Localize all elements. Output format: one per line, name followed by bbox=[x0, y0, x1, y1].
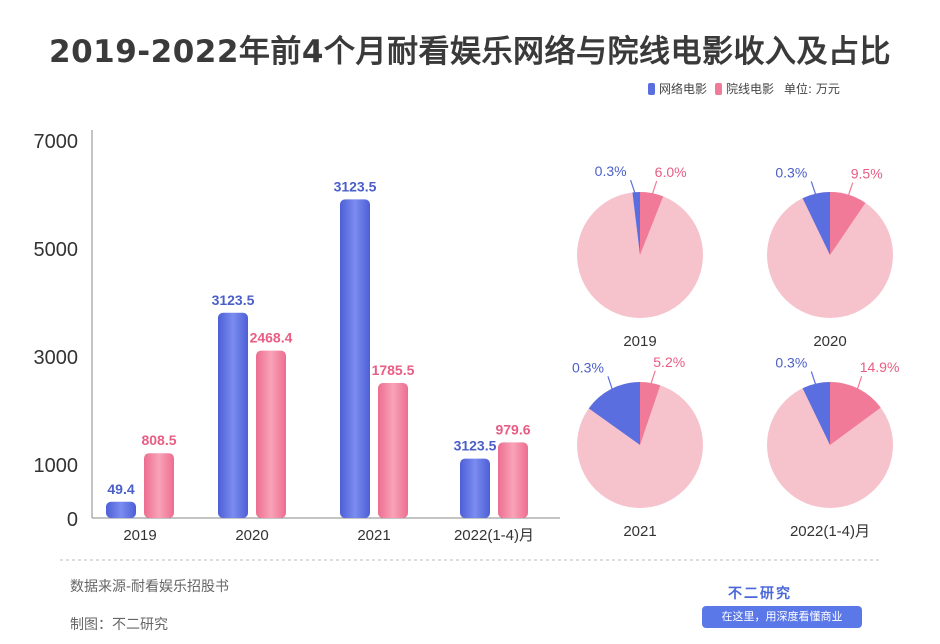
x-tick-label: 2020 bbox=[235, 527, 268, 544]
bar-label-theater: 1785.5 bbox=[372, 362, 415, 378]
pie-label-theater: 9.5% bbox=[851, 166, 883, 182]
pie-year-label: 2020 bbox=[813, 333, 846, 350]
chart-title: 2019-2022年前4个月耐看娱乐网络与院线电影收入及占比 bbox=[49, 34, 891, 70]
pie-label-network: 0.3% bbox=[775, 354, 807, 370]
bar-label-network: 49.4 bbox=[107, 481, 134, 497]
pie-slice-network bbox=[802, 192, 830, 255]
bar-theater bbox=[256, 350, 286, 518]
pie-slice-network bbox=[802, 382, 830, 445]
pie-slice-network bbox=[588, 382, 640, 445]
leader-line-network bbox=[607, 376, 615, 395]
pie-label-network: 0.3% bbox=[572, 359, 604, 375]
bar-label-theater: 979.6 bbox=[495, 421, 530, 437]
pie-label-network: 0.3% bbox=[595, 163, 627, 179]
leader-line-theater bbox=[648, 370, 656, 389]
bar-network bbox=[340, 199, 370, 518]
bar-network bbox=[106, 501, 136, 518]
pie-slice-theater bbox=[640, 382, 661, 445]
y-tick-label: 5000 bbox=[34, 239, 79, 261]
leader-line-theater bbox=[855, 375, 863, 395]
legend-swatch-theater bbox=[715, 82, 723, 95]
brand-logo-text: 不二研究 bbox=[728, 586, 792, 602]
unit-label: 单位: 万元 bbox=[784, 82, 840, 96]
bar-theater bbox=[498, 442, 528, 518]
x-tick-label: 2021 bbox=[357, 527, 390, 544]
legend-label-network: 网络电影 bbox=[659, 82, 708, 96]
pie-slice-theater bbox=[830, 382, 881, 445]
legend: 网络电影 院线电影 单位: 万元 bbox=[640, 80, 840, 97]
leader-line-network bbox=[810, 371, 818, 390]
y-tick-label: 7000 bbox=[34, 131, 79, 153]
y-tick-label: 0 bbox=[67, 509, 78, 531]
leader-line-network bbox=[630, 179, 638, 199]
bar-label-network: 3123.5 bbox=[212, 292, 255, 308]
x-tick-label: 2022(1-4)月 bbox=[454, 527, 534, 544]
pie-label-theater: 5.2% bbox=[653, 354, 685, 370]
bar-theater bbox=[144, 453, 174, 518]
bar-label-network: 3123.5 bbox=[454, 438, 497, 454]
brand-slogan: 在这里，用深度看懂商业 bbox=[702, 606, 862, 628]
y-tick-label: 1000 bbox=[34, 455, 79, 477]
pie-year-label: 2022(1-4)月 bbox=[790, 523, 870, 540]
leader-line-network bbox=[810, 181, 818, 200]
bar-label-theater: 2468.4 bbox=[250, 330, 293, 346]
pie-year-label: 2021 bbox=[623, 523, 656, 540]
pie-label-theater: 14.9% bbox=[860, 359, 900, 375]
y-tick-label: 3000 bbox=[34, 347, 79, 369]
pie-label-theater: 6.0% bbox=[655, 164, 687, 180]
source-text: 数据来源-耐看娱乐招股书 bbox=[70, 579, 230, 595]
bar-label-theater: 808.5 bbox=[141, 432, 176, 448]
bar-network bbox=[218, 312, 248, 518]
pie-slice-network bbox=[632, 192, 640, 255]
leader-line-theater bbox=[846, 182, 854, 201]
x-tick-label: 2019 bbox=[123, 527, 156, 544]
pie-slice-theater bbox=[640, 192, 664, 255]
legend-swatch-network bbox=[648, 82, 655, 95]
bar-network bbox=[460, 458, 490, 518]
pie-slice-theater bbox=[830, 192, 866, 255]
bar-theater bbox=[378, 383, 408, 518]
credit-text: 制图：不二研究 bbox=[70, 617, 168, 633]
legend-label-theater: 院线电影 bbox=[726, 82, 775, 96]
pie-year-label: 2019 bbox=[623, 333, 656, 350]
bar-label-network: 3123.5 bbox=[334, 178, 377, 194]
pie-label-network: 0.3% bbox=[775, 164, 807, 180]
leader-line-theater bbox=[650, 180, 658, 200]
